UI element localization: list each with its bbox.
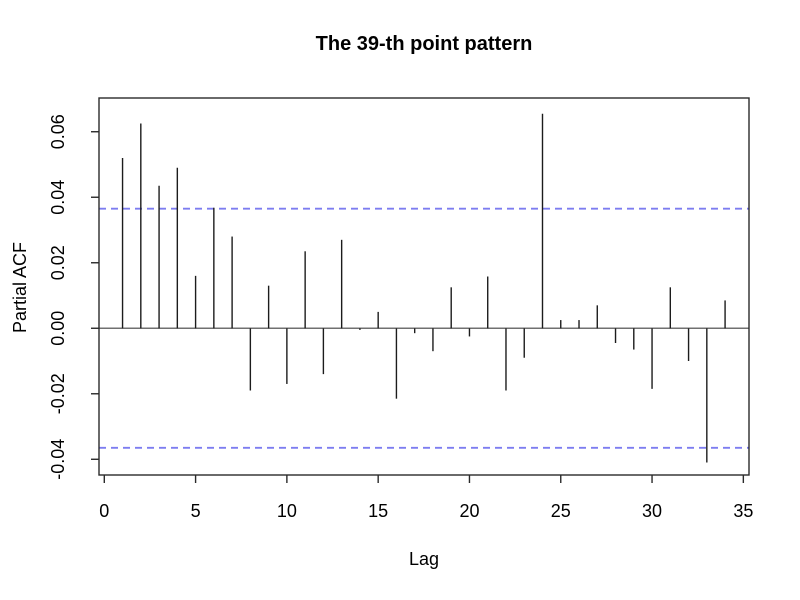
y-tick-label: -0.04	[48, 439, 68, 480]
chart-title: The 39-th point pattern	[315, 33, 533, 55]
y-tick-label: 0.06	[48, 114, 68, 149]
x-tick-label: 5	[191, 501, 201, 521]
x-tick-label: 15	[368, 501, 388, 521]
x-tick-label: 0	[99, 501, 109, 521]
y-tick-label: -0.02	[48, 373, 68, 414]
x-tick-label: 35	[733, 501, 753, 521]
y-axis-label: Partial ACF	[10, 241, 31, 333]
x-tick-label: 20	[459, 501, 479, 521]
plot-box	[98, 97, 750, 476]
x-axis-label: Lag	[408, 549, 440, 569]
y-tick-label: 0.02	[48, 245, 68, 280]
x-tick-label: 30	[642, 501, 662, 521]
x-tick-label: 10	[277, 501, 297, 521]
y-tick-label: 0.04	[48, 180, 68, 215]
y-tick-label: 0.00	[48, 311, 68, 346]
x-tick-label: 25	[551, 501, 571, 521]
